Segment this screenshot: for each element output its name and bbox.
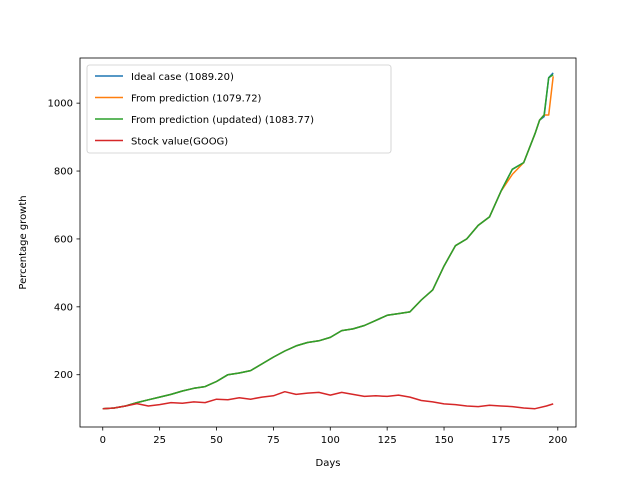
legend-label-1: Ideal case (1089.20) [131,72,234,83]
legend-label-4: Stock value(GOOG) [131,137,228,148]
x-tick-label: 200 [548,435,567,446]
legend-box [86,64,392,154]
y-tick-label: 200 [54,370,73,381]
x-tick-label: 150 [434,435,453,446]
x-tick-label: 50 [210,435,223,446]
legend-label-3: From prediction (updated) (1083.77) [131,115,314,126]
plot-frame [79,57,577,428]
legend-label-2: From prediction (1079.72) [131,94,262,105]
y-tick-label: 400 [54,302,73,313]
x-tick-label: 175 [491,435,510,446]
x-tick-label: 100 [321,435,340,446]
x-tick-label: 75 [267,435,280,446]
y-tick-label: 800 [54,167,73,178]
x-tick-label: 25 [153,435,166,446]
series-line-4 [102,390,554,410]
x-axis-ticks: 0 25 50 75 100 125 150 175 200 [100,427,567,446]
y-tick-label: 600 [54,234,73,245]
x-tick-label: 125 [378,435,397,446]
x-tick-label: 0 [100,435,106,446]
series-line-3 [102,73,554,410]
series-layer [102,72,554,410]
y-axis-label: Percentage growth [18,195,29,289]
y-tick-label: 1000 [48,99,73,110]
legend: Ideal case (1089.20) From prediction (107… [86,64,392,154]
x-axis-label: Days [316,458,341,469]
y-axis-ticks: 200 400 600 800 1000 [48,99,80,381]
